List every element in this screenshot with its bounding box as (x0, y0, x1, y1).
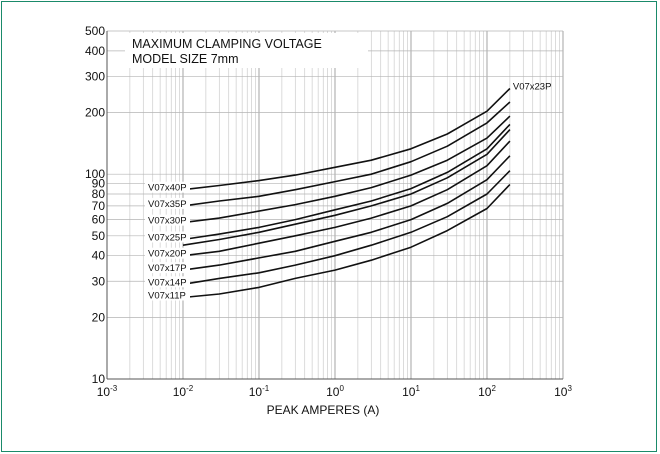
x-tick-label: 100 (326, 384, 344, 399)
x-tick-label: 101 (402, 384, 420, 399)
y-tick-label: 500 (85, 24, 105, 38)
y-tick-label: 50 (92, 229, 106, 243)
series-line (182, 101, 511, 207)
series-label: V07x11P (148, 290, 186, 301)
y-tick-label: 200 (85, 106, 105, 120)
y-tick-label: 70 (92, 199, 106, 213)
x-axis-label: PEAK AMPERES (A) (267, 403, 380, 417)
series-label: V07x30P (148, 216, 187, 227)
x-tick-label: 10-2 (173, 384, 194, 399)
x-tick-label: 103 (554, 384, 572, 399)
series-label-bg (145, 276, 190, 288)
series-line (182, 183, 511, 299)
series-label: V07x23P (513, 82, 552, 93)
series-label: V07x14P (148, 277, 187, 288)
series-label-bg (145, 197, 190, 209)
y-tick-label: 300 (85, 69, 105, 83)
y-tick-label: 90 (92, 177, 106, 191)
chart-subtitle: MODEL SIZE 7mm (132, 52, 239, 66)
series-line (182, 170, 511, 286)
series-label: V07x17P (148, 263, 187, 274)
series-label: V07x35P (148, 199, 187, 210)
chart-title: MAXIMUM CLAMPING VOLTAGE (132, 37, 322, 51)
series-lines: V07x40P V07x35P V07x30P V07x25P V07x23P V07x2… (145, 82, 552, 301)
series-line (182, 129, 511, 246)
y-tick-label: 100 (85, 167, 105, 181)
series-label-bg (145, 181, 190, 193)
x-tick-label: 10-3 (97, 384, 118, 399)
series-line (182, 123, 511, 241)
series-label-bg (145, 214, 190, 226)
series-line (182, 115, 511, 224)
y-tick-label: 40 (92, 249, 106, 263)
series-label: V07x40P (148, 183, 187, 194)
y-tick-label: 20 (92, 310, 106, 324)
series-label-bg (145, 262, 190, 274)
series-label-bg (145, 247, 190, 259)
y-tick-label: 60 (92, 213, 106, 227)
series-label: V07x25P (148, 232, 187, 243)
y-tick-label: 10 (92, 372, 106, 386)
series-label-bg (145, 289, 190, 301)
series-line (182, 87, 511, 191)
y-tick-label: 400 (85, 44, 105, 58)
series-label: V07x20P (148, 249, 187, 260)
x-tick-label: 10-1 (249, 384, 270, 399)
x-tick-label: 102 (478, 384, 496, 399)
y-tick-label: 80 (92, 187, 106, 201)
series-label-bg (145, 231, 190, 243)
y-tick-label: 30 (92, 274, 106, 288)
x-tick-labels: 10-3 10-2 10-1 100 101 102 103 (97, 384, 573, 399)
title-box (125, 33, 368, 68)
series-line (182, 140, 511, 257)
series-line (182, 155, 511, 271)
